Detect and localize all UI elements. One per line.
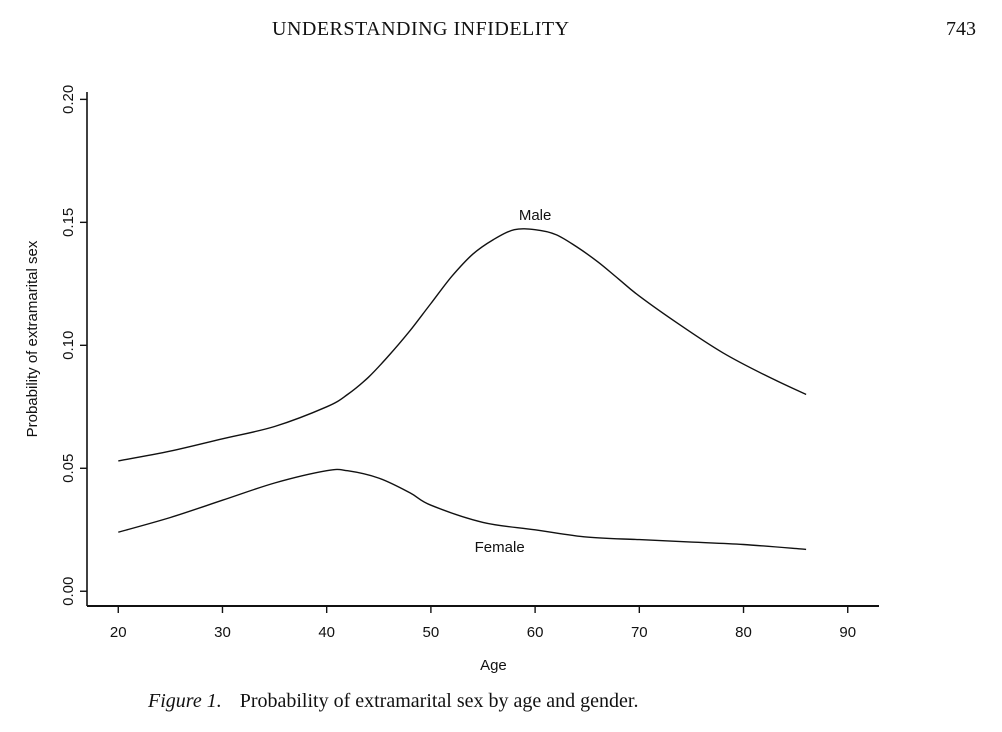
y-tick-label: 0.20	[60, 85, 77, 114]
series-label-male: Male	[519, 207, 552, 224]
figure-caption: Figure 1. Probability of extramarital sex…	[148, 690, 908, 713]
chart-axes	[86, 92, 879, 607]
x-tick-label: 90	[839, 624, 856, 641]
caption-label: Figure 1.	[148, 690, 222, 712]
series-line-male	[118, 228, 807, 462]
x-tick-label: 50	[423, 624, 440, 641]
chart-labels: Age Probability of extramarital sex Male Fe…	[24, 207, 551, 674]
x-tick-label: 40	[318, 624, 335, 641]
chart-series	[118, 228, 807, 551]
x-tick-label: 80	[735, 624, 752, 641]
running-head: UNDERSTANDING INFIDELITY 743	[0, 18, 1002, 48]
page-number: 743	[946, 18, 976, 40]
x-tick-label: 20	[110, 624, 127, 641]
series-label-female: Female	[475, 539, 525, 556]
x-tick-label: 30	[214, 624, 231, 641]
y-tick-label: 0.10	[60, 331, 77, 360]
y-tick-label: 0.05	[60, 454, 77, 483]
caption-text: Probability of extramarital sex by age a…	[239, 690, 639, 712]
y-tick-label: 0.15	[60, 208, 77, 237]
running-title: UNDERSTANDING INFIDELITY	[272, 18, 570, 40]
x-tick-label: 70	[631, 624, 648, 641]
chart-ticks: 20 30 40 50 60 70 80 90 0.00 0.05 0.10 0.15 0.20	[60, 85, 856, 641]
y-axis-title: Probability of extramarital sex	[24, 240, 41, 437]
y-tick-label: 0.00	[60, 577, 77, 606]
x-tick-label: 60	[527, 624, 544, 641]
x-axis-title: Age	[480, 657, 507, 674]
series-line-female	[118, 468, 807, 551]
